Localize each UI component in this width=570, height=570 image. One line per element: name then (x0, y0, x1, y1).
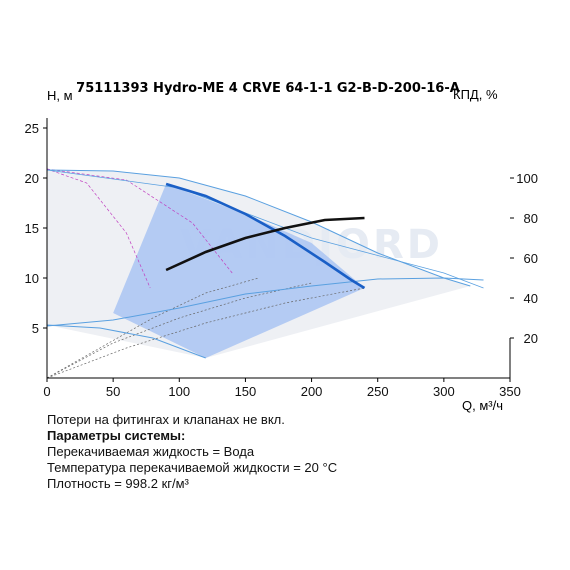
x-tick-label: 0 (43, 384, 50, 399)
x-axis-label: Q, м³/ч (462, 398, 503, 413)
x-tick-label: 100 (168, 384, 190, 399)
notes-block: Потери на фитингах и клапанах не вкл. Па… (47, 412, 337, 492)
y2-tick-label: 40 (524, 291, 538, 306)
x-tick-label: 250 (367, 384, 389, 399)
series-head-operating (165, 182, 366, 290)
series-head-max (46, 169, 471, 287)
helper-curve-2 (46, 287, 365, 379)
x-tick-label: 50 (106, 384, 120, 399)
pump-performance-chart: 75111393 Hydro-ME 4 CRVE 64-1-1 G2-B-D-2… (25, 81, 538, 413)
y-axis-label: H, м (47, 88, 73, 103)
series-head-mid (46, 169, 484, 289)
y2-axis-label: КПД, % (453, 87, 498, 102)
x-tick-label: 350 (499, 384, 521, 399)
x-tick-label: 150 (235, 384, 257, 399)
series-head-min (46, 324, 206, 359)
note-losses: Потери на фитингах и клапанах не вкл. (47, 412, 285, 427)
y-tick-label: 5 (32, 321, 39, 336)
series-efficiency-operating (165, 216, 365, 272)
note-temperature: Температура перекачиваемой жидкости = 20… (47, 460, 338, 475)
chart-title: 75111393 Hydro-ME 4 CRVE 64-1-1 G2-B-D-2… (76, 81, 460, 96)
y-tick-label: 10 (25, 271, 39, 286)
note-liquid: Перекачиваемая жидкость = Вода (47, 444, 255, 459)
note-density: Плотность = 998.2 кг/м³ (47, 476, 189, 491)
y-tick-label: 15 (25, 221, 39, 236)
power-curve-1 (46, 168, 233, 274)
axes: 0 50 100 150 200 250 300 350 5 10 15 20 25 20 40 60 80 10… (25, 118, 538, 399)
y-tick-label: 25 (25, 121, 39, 136)
series-system-curve (46, 277, 484, 327)
y2-tick-label: 60 (524, 251, 538, 266)
plot-area: VANDJORD (46, 168, 484, 379)
y-tick-label: 20 (25, 171, 39, 186)
helper-curve-0 (46, 277, 259, 379)
operating-area (113, 184, 365, 358)
power-curve-0 (46, 168, 151, 289)
y2-tick-label: 20 (524, 331, 538, 346)
helper-curve-1 (46, 282, 312, 379)
x-tick-label: 200 (301, 384, 323, 399)
y2-tick-label: 80 (524, 211, 538, 226)
x-tick-label: 300 (433, 384, 455, 399)
y2-tick-label: 100 (516, 171, 538, 186)
note-system-heading: Параметры системы: (47, 428, 186, 443)
